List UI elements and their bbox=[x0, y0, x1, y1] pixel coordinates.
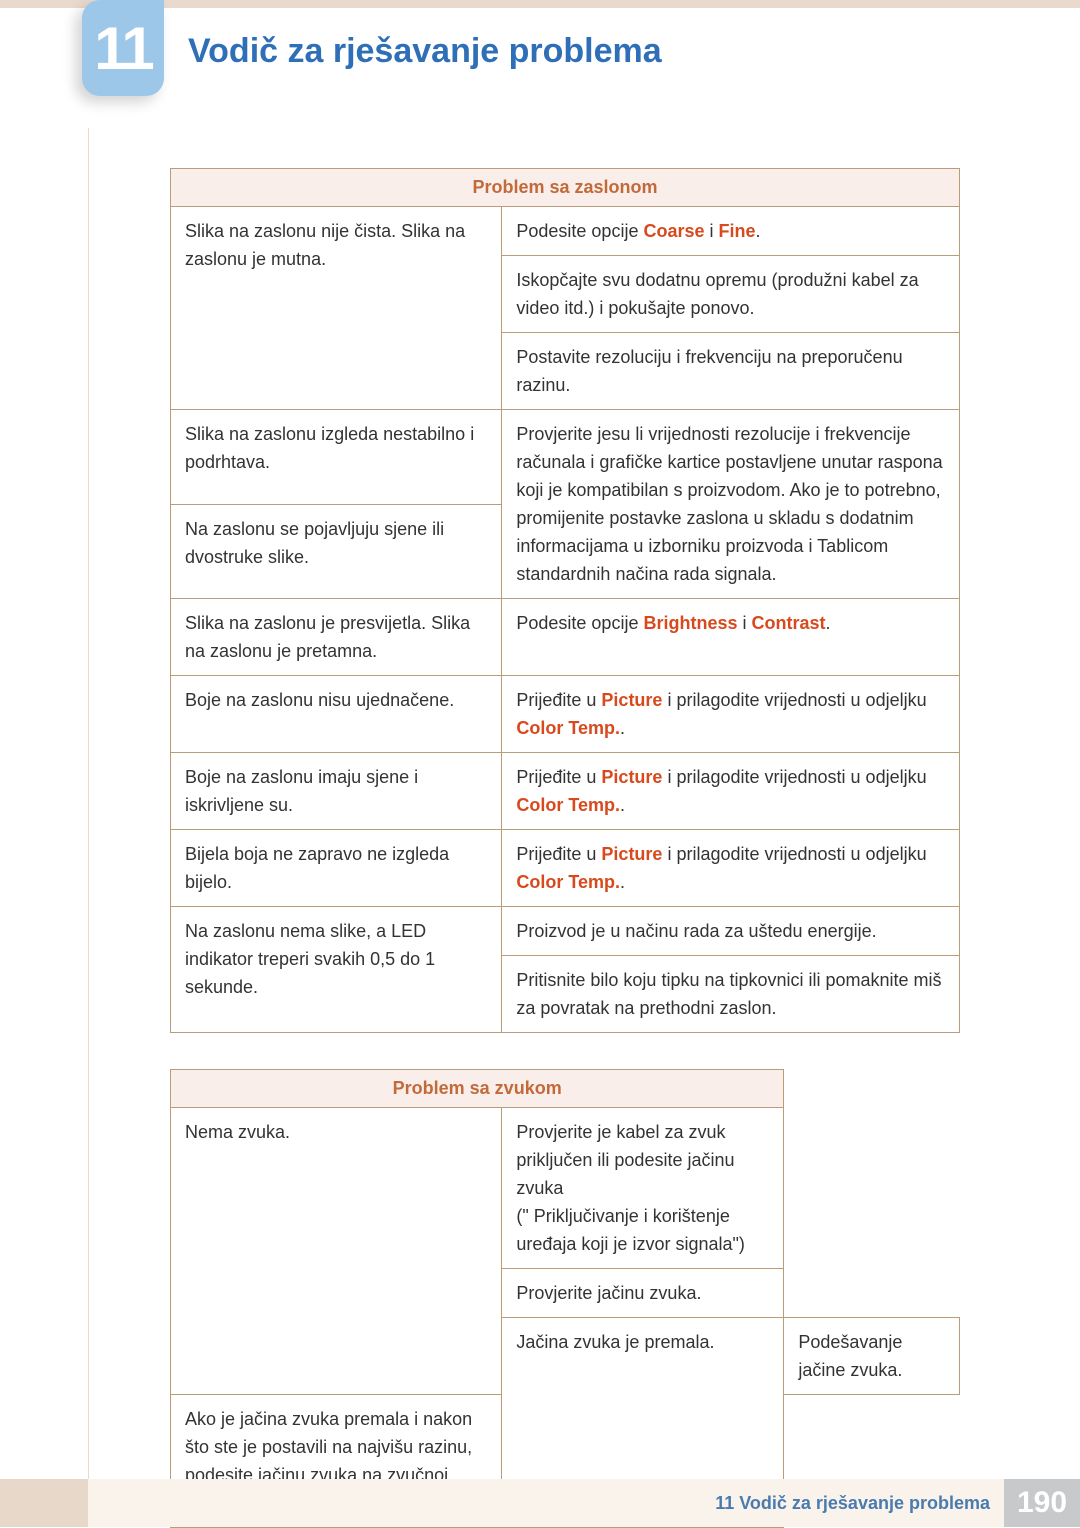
solution-cell: Podesite opcije Coarse i Fine. bbox=[502, 207, 960, 256]
solution-cell: Prijeđite u Picture i prilagodite vrijed… bbox=[502, 830, 960, 907]
chapter-number: 11 bbox=[94, 14, 151, 83]
highlight-brightness: Brightness bbox=[643, 613, 737, 633]
problem-cell: Bijela boja ne zapravo ne izgleda bijelo… bbox=[171, 830, 502, 907]
table-header: Problem sa zvukom bbox=[171, 1070, 784, 1108]
problem-cell: Boje na zaslonu imaju sjene i iskrivljen… bbox=[171, 753, 502, 830]
solution-cell: Pritisnite bilo koju tipku na tipkovnici… bbox=[502, 956, 960, 1033]
chapter-title: Vodič za rješavanje problema bbox=[188, 32, 662, 71]
solution-cell: Proizvod je u načinu rada za uštedu ener… bbox=[502, 907, 960, 956]
vertical-rule bbox=[88, 128, 89, 1479]
page-number: 190 bbox=[1004, 1479, 1080, 1527]
solution-cell: Iskopčajte svu dodatnu opremu (produžni … bbox=[502, 256, 960, 333]
problem-cell: Na zaslonu nema slike, a LED indikator t… bbox=[171, 907, 502, 1033]
page: 11 Vodič za rješavanje problema Problem … bbox=[0, 0, 1080, 1527]
highlight-contrast: Contrast bbox=[752, 613, 826, 633]
page-footer: 11 Vodič za rješavanje problema 190 bbox=[0, 1479, 1080, 1527]
solution-cell: Prijeđite u Picture i prilagodite vrijed… bbox=[502, 753, 960, 830]
problem-cell: Na zaslonu se pojavljuju sjene ili dvost… bbox=[171, 504, 502, 599]
highlight-coarse: Coarse bbox=[643, 221, 704, 241]
table-header: Problem sa zaslonom bbox=[171, 169, 960, 207]
highlight-picture: Picture bbox=[601, 767, 662, 787]
highlight-fine: Fine bbox=[719, 221, 756, 241]
highlight-colortemp: Color Temp. bbox=[516, 795, 620, 815]
problem-cell: Slika na zaslonu je presvijetla. Slika n… bbox=[171, 599, 502, 676]
solution-cell: Prijeđite u Picture i prilagodite vrijed… bbox=[502, 676, 960, 753]
solution-cell: Provjerite jesu li vrijednosti rezolucij… bbox=[502, 410, 960, 599]
problem-cell: Slika na zaslonu izgleda nestabilno i po… bbox=[171, 410, 502, 505]
solution-cell: Provjerite jačinu zvuka. bbox=[502, 1269, 784, 1318]
sound-problems-table: Problem sa zvukom Nema zvuka. Provjerite… bbox=[170, 1069, 960, 1528]
solution-cell: Podesite opcije Brightness i Contrast. bbox=[502, 599, 960, 676]
highlight-colortemp: Color Temp. bbox=[516, 872, 620, 892]
problem-cell: Slika na zaslonu nije čista. Slika na za… bbox=[171, 207, 502, 410]
footer-accent bbox=[0, 1479, 88, 1527]
highlight-picture: Picture bbox=[601, 690, 662, 710]
highlight-colortemp: Color Temp. bbox=[516, 718, 620, 738]
footer-label: 11 Vodič za rješavanje problema bbox=[88, 1479, 1004, 1527]
problem-cell: Nema zvuka. bbox=[171, 1108, 502, 1395]
solution-cell: Podešavanje jačine zvuka. bbox=[784, 1318, 960, 1395]
chapter-number-box: 11 bbox=[82, 0, 164, 96]
problem-cell: Boje na zaslonu nisu ujednačene. bbox=[171, 676, 502, 753]
screen-problems-table: Problem sa zaslonom Slika na zaslonu nij… bbox=[170, 168, 960, 1033]
solution-cell: Postavite rezoluciju i frekvenciju na pr… bbox=[502, 333, 960, 410]
content-area: Problem sa zaslonom Slika na zaslonu nij… bbox=[0, 128, 1080, 1528]
solution-cell: Provjerite je kabel za zvuk priključen i… bbox=[502, 1108, 784, 1269]
highlight-picture: Picture bbox=[601, 844, 662, 864]
chapter-header: 11 Vodič za rješavanje problema bbox=[0, 8, 1080, 128]
